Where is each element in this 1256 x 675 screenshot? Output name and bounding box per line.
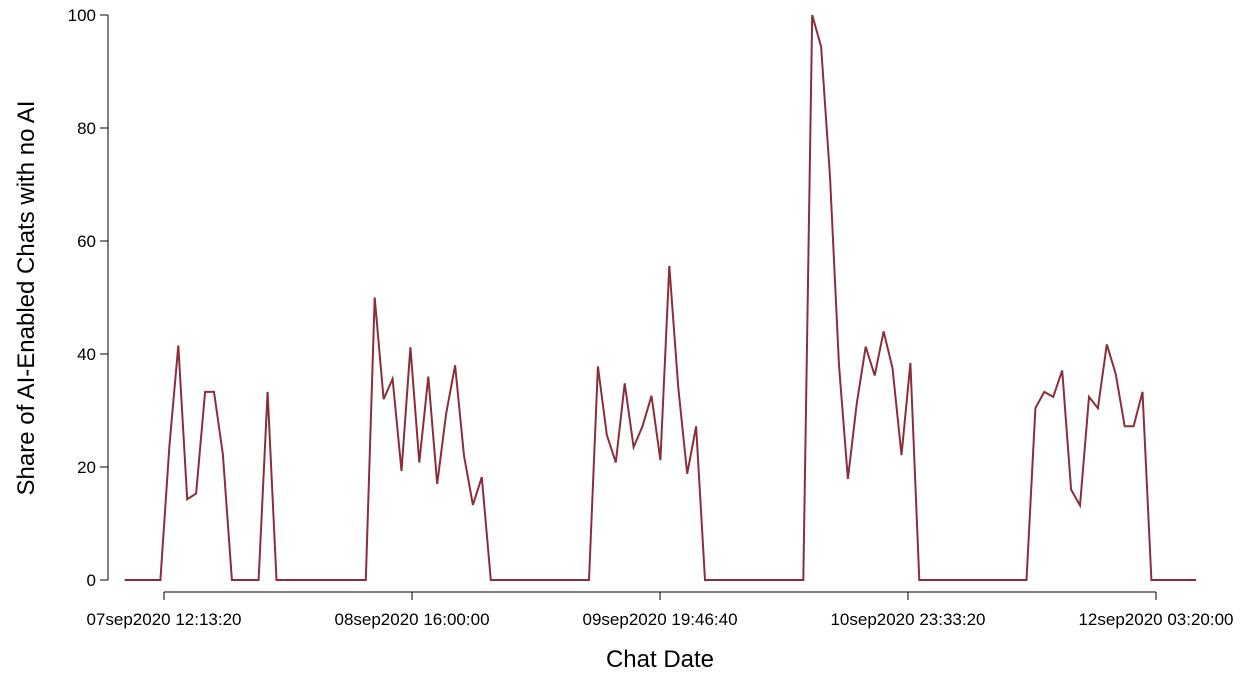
x-tick-label: 09sep2020 19:46:40 (583, 610, 738, 629)
series-layer (124, 14, 1197, 581)
x-tick-label: 12sep2020 03:20:00 (1078, 610, 1233, 629)
series-line-0 (124, 14, 1197, 581)
y-tick-label: 0 (87, 571, 96, 590)
x-tick-label: 08sep2020 16:00:00 (334, 610, 489, 629)
y-tick-label: 60 (77, 232, 96, 251)
y-tick-label: 80 (77, 119, 96, 138)
y-tick-label: 20 (77, 458, 96, 477)
y-tick-label: 100 (68, 6, 96, 25)
x-axis: 07sep2020 12:13:20 08sep2020 16:00:00 09se… (86, 591, 1234, 629)
x-tick-label: 10sep2020 23:33:20 (830, 610, 985, 629)
y-axis-title: Share of AI-Enabled Chats with no AI (13, 101, 40, 496)
y-axis: 0 20 40 60 80 100 (68, 6, 109, 590)
x-tick-label: 07sep2020 12:13:20 (86, 610, 241, 629)
x-axis-title: Chat Date (606, 646, 714, 673)
y-tick-label: 40 (77, 345, 96, 364)
